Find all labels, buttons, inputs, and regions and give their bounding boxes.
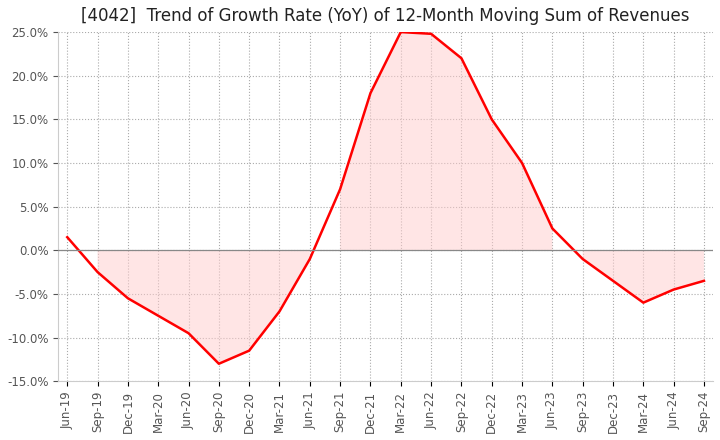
Title: [4042]  Trend of Growth Rate (YoY) of 12-Month Moving Sum of Revenues: [4042] Trend of Growth Rate (YoY) of 12-… <box>81 7 690 25</box>
